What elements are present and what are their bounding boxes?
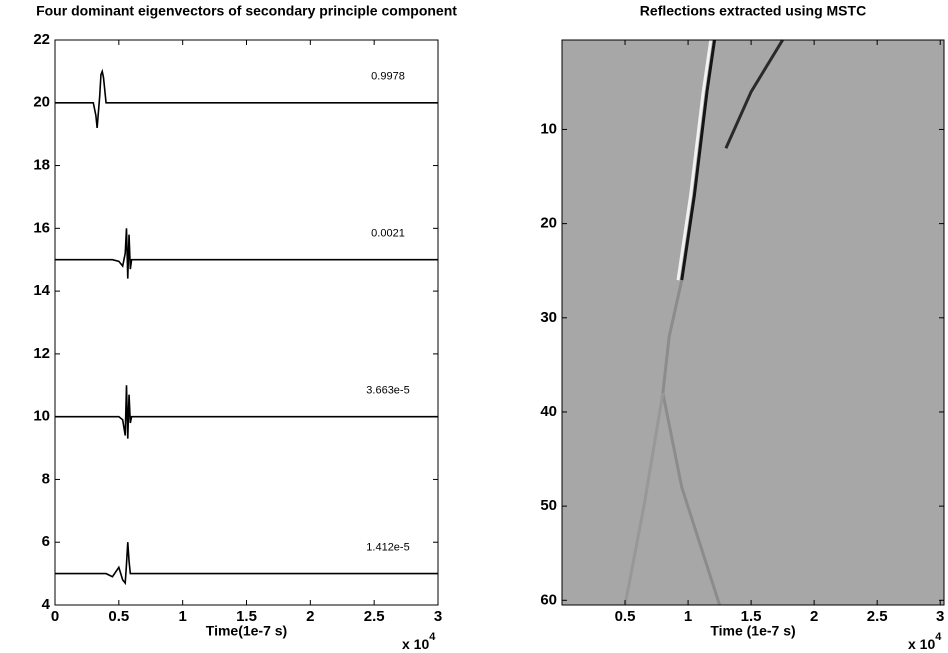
- multiplier-base: x 10: [908, 636, 935, 652]
- annotation: 1.412e-5: [366, 542, 409, 554]
- x-tick-label: 1.5: [236, 608, 257, 625]
- axes-frame: [561, 39, 945, 606]
- x-tick-label: 1.5: [741, 608, 762, 625]
- trace: [55, 385, 438, 439]
- y-tick-label: 30: [540, 309, 557, 326]
- chart-title: Reflections extracted using MSTC: [640, 3, 866, 19]
- y-tick-label: 6: [42, 533, 50, 550]
- y-tick-label: 4: [42, 596, 51, 613]
- x-tick-label: 2: [810, 608, 818, 625]
- x-tick-label: 2: [306, 608, 314, 625]
- x-multiplier: x 104: [908, 631, 942, 652]
- trace: [55, 542, 438, 586]
- y-tick-label: 20: [540, 215, 557, 232]
- annotation: 3.663e-5: [366, 385, 409, 397]
- x-tick-label: 3: [936, 608, 944, 625]
- axes-frame: [54, 39, 439, 606]
- reflection: [623, 392, 665, 606]
- annotation: 0.9978: [371, 71, 405, 83]
- annotation: 0.0021: [371, 228, 405, 240]
- y-tick-label: 20: [33, 94, 50, 111]
- y-tick-label: 18: [33, 157, 50, 174]
- reflection: [676, 39, 713, 281]
- y-tick-label: 40: [540, 403, 557, 420]
- x-tick-label: 1: [178, 608, 186, 625]
- y-tick-label: 10: [540, 120, 557, 137]
- reflection: [680, 39, 717, 281]
- multiplier-exponent: 4: [935, 631, 942, 643]
- chart-title: Four dominant eigenvectors of secondary …: [36, 3, 457, 19]
- x-tick-label: 1: [684, 608, 692, 625]
- x-multiplier: x 104: [402, 631, 436, 652]
- y-tick-label: 50: [540, 497, 557, 514]
- multiplier-base: x 10: [402, 636, 429, 652]
- y-tick-label: 8: [42, 470, 50, 487]
- y-tick-label: 22: [33, 31, 50, 48]
- reflection: [724, 39, 784, 149]
- y-tick-label: 16: [33, 219, 50, 236]
- multiplier-exponent: 4: [429, 631, 436, 643]
- x-tick-label: 0.5: [615, 608, 636, 625]
- image-background: [562, 40, 944, 605]
- y-tick-label: 10: [33, 408, 50, 425]
- x-tick-label: 0: [51, 608, 59, 625]
- trace: [55, 228, 438, 279]
- x-tick-label: 3: [434, 608, 442, 625]
- subplot: Four dominant eigenvectors of secondary …: [33, 3, 457, 652]
- x-tick-label: 2.5: [364, 608, 385, 625]
- x-axis-label: Time(1e-7 s): [206, 623, 287, 639]
- x-tick-label: 2.5: [867, 608, 888, 625]
- x-tick-label: 0.5: [108, 608, 129, 625]
- x-axis-label: Time (1e-7 s): [710, 623, 795, 639]
- trace: [55, 68, 438, 128]
- subplot: Reflections extracted using MSTC 0.5 1 1.5 2…: [540, 3, 945, 652]
- y-tick-label: 12: [33, 345, 50, 362]
- y-tick-label: 60: [540, 591, 557, 608]
- y-tick-label: 14: [33, 282, 50, 299]
